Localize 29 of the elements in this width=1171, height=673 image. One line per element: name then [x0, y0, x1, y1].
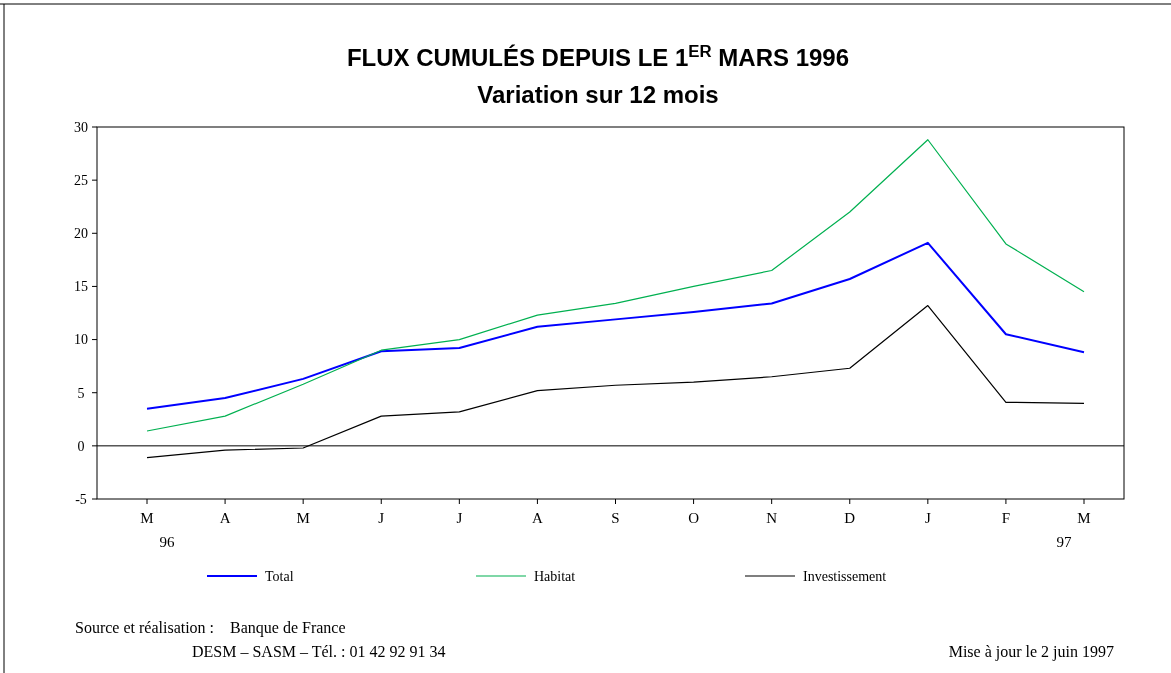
y-tick-label: 15	[74, 279, 88, 295]
y-tick-label: 25	[74, 173, 88, 189]
text: Mise à jour le 2 juin 1997	[948, 643, 1114, 661]
y-tick-label: 20	[74, 226, 88, 242]
y-tick-label: 30	[74, 119, 88, 135]
y-tick-label: 5	[77, 385, 85, 401]
x-tick-label: F	[1001, 510, 1011, 526]
x-tick-label: M 96	[140, 510, 175, 550]
legend-label: Investissement	[803, 568, 887, 584]
legend-label: Habitat	[534, 568, 576, 584]
chart-title: FLUX CUMULÉS DEPUIS LE 1$^{ER}$ MARS 1996	[346, 41, 850, 71]
chart-subtitle: Variation sur 12 mois	[477, 81, 719, 108]
source-note: Source et réalisation : Banque de France	[75, 619, 346, 637]
x-tick-label: M	[296, 510, 310, 526]
x-tick-label: A	[219, 510, 231, 526]
x-tick-label: O	[688, 510, 700, 526]
y-tick-label: -5	[75, 491, 87, 507]
x-tick-label: D	[844, 510, 856, 526]
x-tick-label: S	[611, 510, 620, 526]
y-tick-label: 0	[77, 438, 85, 454]
x-tick-label: N	[766, 510, 778, 526]
x-tick-label: A	[531, 510, 543, 526]
x-tick-label: J	[378, 510, 385, 526]
text: DESM – SASM – Tél. : 01 42 92 91 34	[192, 643, 446, 660]
legend-label: Total	[265, 568, 294, 584]
x-tick-label: J	[456, 510, 463, 526]
y-tick-label: 10	[74, 332, 88, 348]
x-tick-label: J	[924, 510, 931, 526]
x-tick-label: M 97	[1056, 510, 1091, 550]
